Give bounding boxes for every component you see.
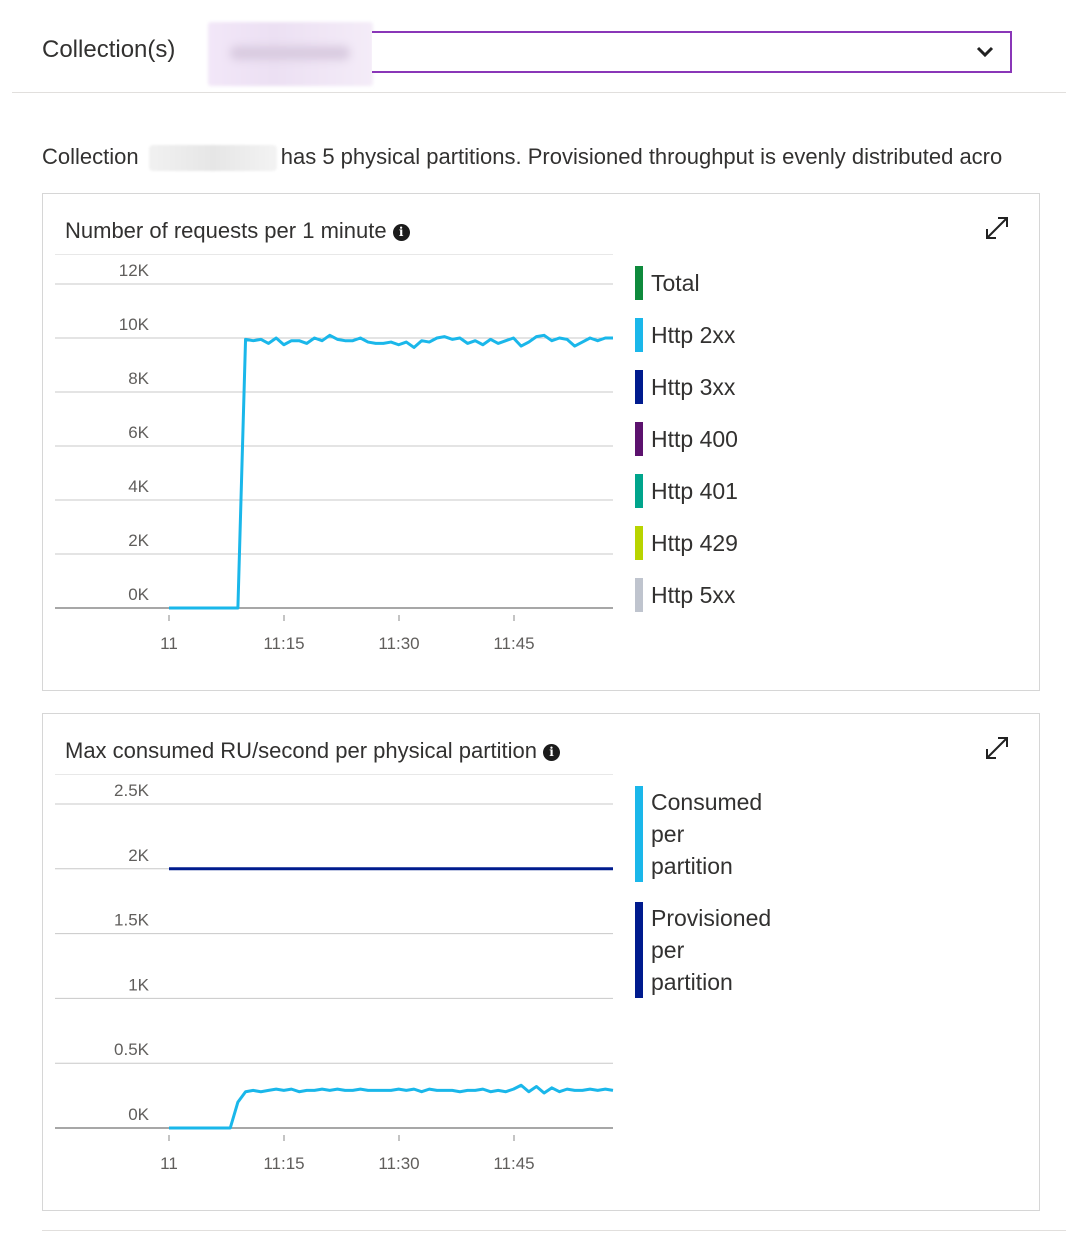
series-line-consumed-per-partition (169, 1083, 614, 1130)
legend-swatch (635, 786, 643, 882)
x-tick-label: 11 (160, 1154, 178, 1173)
requests-chart-title: Number of requests per 1 minute i (65, 218, 410, 244)
requests-line-chart: 12K 10K 8K 6K 4K 2K 0K 11 11:15 11:30 11:45 (55, 254, 613, 653)
legend-swatch (635, 902, 643, 998)
requests-chart-panel: Number of requests per 1 minute i 12K 10K 8… (42, 193, 1040, 691)
ru-chart-title: Max consumed RU/second per physical part… (65, 738, 561, 764)
legend-label: per (651, 937, 685, 963)
x-tick-label: 11:45 (493, 634, 534, 653)
series-line-http-2xx (169, 333, 613, 610)
requests-legend: Total Http 2xx Http 3xx Http 400 Http 401 Htt… (635, 266, 738, 630)
legend-swatch (635, 422, 643, 456)
y-tick-label: 0.5K (114, 1040, 150, 1059)
expand-icon[interactable] (983, 214, 1011, 242)
legend-label: Http 400 (651, 426, 738, 452)
legend-item-provisioned-per-partition[interactable]: Provisioned per partition (635, 902, 771, 998)
collection-selector-bar: Collection(s) (0, 0, 1066, 93)
x-tick-label: 11:30 (378, 1154, 419, 1173)
y-tick-label: 1.5K (114, 911, 150, 930)
redaction-smear (230, 46, 350, 60)
info-icon[interactable]: i (392, 224, 410, 241)
y-tick-label: 8K (128, 369, 149, 388)
collection-label: Collection(s) (42, 36, 176, 63)
legend-swatch (635, 474, 643, 508)
ru-chart-title-text: Max consumed RU/second per physical part… (65, 738, 538, 763)
x-tick-label: 11:15 (263, 1154, 304, 1173)
y-tick-label: 2K (128, 531, 149, 550)
divider (12, 92, 1066, 93)
chevron-down-icon[interactable] (974, 40, 996, 68)
legend-swatch (635, 578, 643, 612)
legend-item-http-3xx[interactable]: Http 3xx (635, 370, 738, 404)
x-tick-label: 11:45 (493, 1154, 534, 1173)
legend-item-total[interactable]: Total (635, 266, 738, 300)
y-tick-label: 0K (128, 585, 149, 604)
legend-label: partition (651, 853, 733, 879)
legend-item-consumed-per-partition[interactable]: Consumed per partition (635, 786, 771, 882)
requests-chart-title-text: Number of requests per 1 minute (65, 218, 387, 243)
legend-item-http-401[interactable]: Http 401 (635, 474, 738, 508)
x-tick-label: 11:15 (263, 634, 304, 653)
legend-label: Total (651, 270, 700, 296)
expand-icon[interactable] (983, 734, 1011, 762)
collection-dropdown[interactable] (372, 31, 1012, 73)
legend-label: per (651, 821, 685, 847)
legend-item-http-2xx[interactable]: Http 2xx (635, 318, 738, 352)
legend-swatch (635, 526, 643, 560)
x-tick-label: 11 (160, 634, 178, 653)
partition-summary: Collection has 5 physical partitions. Pr… (42, 144, 1003, 172)
legend-swatch (635, 266, 643, 300)
legend-label: Http 401 (651, 478, 738, 504)
legend-label: Provisioned (651, 905, 772, 931)
legend-label: Http 429 (651, 530, 738, 556)
summary-prefix: Collection (42, 144, 139, 169)
y-tick-label: 2.5K (114, 781, 150, 800)
y-tick-label: 1K (128, 975, 149, 994)
divider (42, 1230, 1066, 1231)
legend-label: partition (651, 969, 733, 995)
collection-name-redacted-inline (148, 145, 277, 172)
info-icon[interactable]: i (543, 744, 561, 761)
ru-chart-panel: Max consumed RU/second per physical part… (42, 713, 1040, 1211)
y-tick-label: 4K (128, 477, 149, 496)
legend-label: Http 2xx (651, 322, 736, 348)
legend-label: Consumed (651, 789, 763, 815)
ru-line-chart: 2.5K 2K 1.5K 1K 0.5K 0K 11 11:15 11:30 11:45 (55, 774, 614, 1173)
y-tick-label: 10K (119, 315, 150, 334)
collection-name-redacted[interactable] (208, 22, 373, 86)
y-tick-label: 6K (128, 423, 149, 442)
legend-item-http-5xx[interactable]: Http 5xx (635, 578, 738, 612)
legend-label: Http 3xx (651, 374, 736, 400)
legend-label: Http 5xx (651, 582, 736, 608)
y-tick-label: 12K (119, 261, 150, 280)
y-tick-label: 0K (128, 1105, 149, 1124)
legend-swatch (635, 370, 643, 404)
legend-swatch (635, 318, 643, 352)
summary-text: has 5 physical partitions. Provisioned t… (280, 144, 1003, 169)
legend-item-http-400[interactable]: Http 400 (635, 422, 738, 456)
ru-legend: Consumed per partition Provisioned per partit… (635, 786, 771, 1018)
legend-item-http-429[interactable]: Http 429 (635, 526, 738, 560)
y-tick-label: 2K (128, 846, 149, 865)
x-tick-label: 11:30 (378, 634, 419, 653)
